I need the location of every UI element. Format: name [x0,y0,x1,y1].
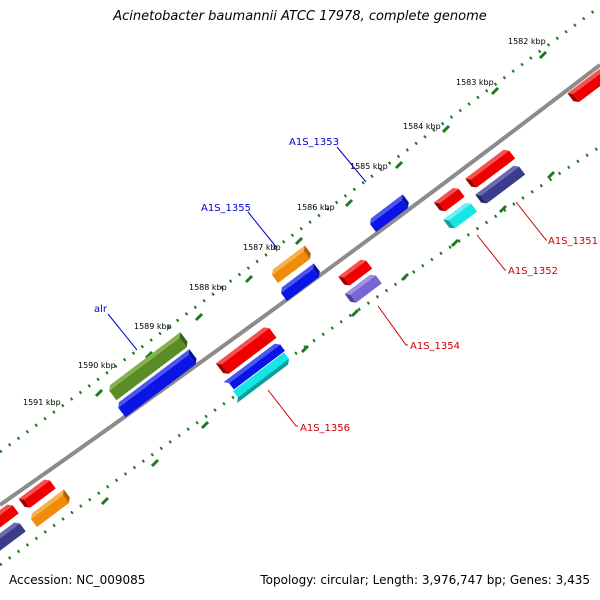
gene-orange-left[interactable] [29,489,73,528]
reverse-genes [0,67,600,553]
gene-red-1356[interactable] [215,325,277,376]
tick-mark [546,170,556,180]
kbp-label: 1588 kbp [189,283,227,292]
kbp-label: 1591 kbp [23,398,61,407]
gene-blue-1355b[interactable] [279,263,323,302]
gene-a1s-1352[interactable] [443,200,478,230]
kbp-label: 1590 kbp [78,361,116,370]
leader-line [377,305,408,346]
gene-navy-1351[interactable] [475,163,526,205]
gene-label-a1s-1354[interactable]: A1S_1354 [410,341,460,352]
outer-tick-track [0,6,599,454]
tick-mark [441,124,451,134]
gene-red-1354[interactable] [338,257,373,287]
tick-mark [538,50,548,60]
kbp-label: 1582 kbp [508,37,546,46]
major-ticks [94,50,556,506]
tick-mark [200,420,210,430]
gene-a1s-1351[interactable] [465,147,516,189]
gene-a1s-1356[interactable] [230,352,292,404]
kbp-label: 1587 kbp [243,243,281,252]
tick-mark [294,236,304,246]
tick-mark [300,344,310,354]
tick-mark [400,272,410,282]
kbp-label: 1583 kbp [456,78,494,87]
gene-red-edge[interactable] [567,67,600,105]
tick-mark [450,238,460,248]
leader-line [515,201,547,241]
tick-mark [244,274,254,284]
tick-mark [344,198,354,208]
kbp-label: 1584 kbp [403,122,441,131]
leader-line [336,146,367,183]
forward-leader-lines [107,146,367,351]
tick-mark [394,160,404,170]
accession-text: Accession: NC_009085 [9,573,146,587]
tick-mark [94,388,104,398]
kbp-label: 1585 kbp [350,162,388,171]
tick-mark [350,308,360,318]
gene-alr[interactable] [107,332,190,401]
leader-line [247,211,278,249]
gene-label-alr[interactable]: alr [94,304,108,315]
map-title: Acinetobacter baumannii ATCC 17978, comp… [113,9,487,24]
tick-mark [194,312,204,322]
tick-mark [498,204,508,214]
gene-label-a1s-1353[interactable]: A1S_1353 [289,137,339,148]
kbp-label: 1586 kbp [297,203,335,212]
gene-red-far-left[interactable] [0,502,19,535]
reverse-leader-lines [267,201,547,427]
gene-label-a1s-1352[interactable]: A1S_1352 [508,266,558,277]
gene-a1s-1355[interactable] [270,245,314,284]
gene-a1s-1354[interactable] [344,272,382,305]
leader-line [476,234,506,271]
tick-mark [150,458,160,468]
gene-blue-alr-adjacent[interactable] [116,349,199,418]
tick-mark [100,496,110,506]
gene-navy-far-left[interactable] [0,520,26,553]
gene-red-1352[interactable] [433,186,465,214]
tick-mark [490,86,500,96]
gene-blue-1356[interactable] [223,341,285,392]
genome-summary-text: Topology: circular; Length: 3,976,747 bp… [260,573,590,587]
forward-genes [29,194,412,528]
kbp-label: 1589 kbp [134,322,172,331]
leader-line [267,389,298,427]
leader-line [107,313,138,351]
gene-label-a1s-1351[interactable]: A1S_1351 [548,236,598,247]
gene-label-a1s-1355[interactable]: A1S_1355 [201,203,251,214]
gene-a1s-1353[interactable] [368,194,412,233]
gene-label-a1s-1356[interactable]: A1S_1356 [300,423,350,434]
gene-red-left[interactable] [18,477,56,510]
tick-mark [144,350,154,360]
